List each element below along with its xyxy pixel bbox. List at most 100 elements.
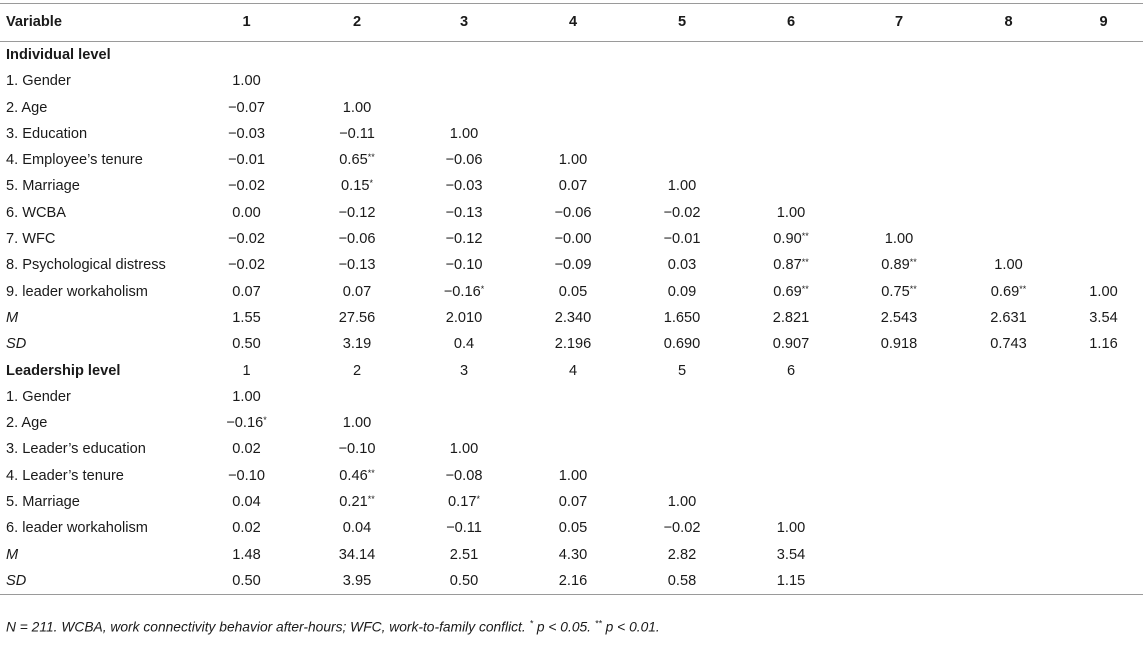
table-cell: [737, 384, 845, 410]
table-cell: 0.04: [232, 494, 261, 511]
table-cell: 1.16: [1089, 336, 1118, 353]
table-cell: 0.50: [409, 567, 519, 596]
table-cell: −0.01: [228, 152, 265, 169]
table-cell: [737, 173, 845, 199]
table-cell: [1064, 147, 1143, 173]
table-row: 4. Leader’s tenure −0.10 0.46** −0.08 1.00: [0, 463, 1143, 489]
table-cell: 2.16: [519, 567, 627, 596]
table-cell: [627, 410, 737, 436]
row-label: SD: [0, 567, 188, 596]
row-label: M: [6, 309, 19, 326]
table-row: 5. Marriage 0.04 0.21** 0.17* 0.07 1.00: [0, 489, 1143, 515]
table-cell: 0.65**: [339, 152, 375, 169]
table-row: 9. leader workaholism 0.07 0.07 −0.16* 0.05 0…: [0, 279, 1143, 305]
row-label: SD: [6, 336, 27, 353]
table-cell: 1.55: [232, 309, 261, 326]
section-header-row: Leadership level 1 2 3 4 5 6: [0, 358, 1143, 384]
table-row: 7. WFC −0.02 −0.06 −0.12 −0.00 −0.01 0.90** 1.0…: [0, 226, 1143, 252]
table-cell: [627, 463, 737, 489]
table-body: Individual level 1. Gender 1.00 2. Age −0.07…: [0, 42, 1143, 596]
table-cell: −0.03: [228, 125, 265, 142]
header-col-4: 4: [519, 3, 627, 42]
table-row: 3. Education −0.03 −0.11 1.00: [0, 121, 1143, 147]
footnote-p1-mark: *: [529, 618, 534, 629]
section-column-number: 5: [677, 362, 687, 379]
table-cell: [1064, 252, 1143, 278]
table-cell: −0.07: [228, 99, 265, 116]
table-cell: 1.00: [232, 388, 261, 405]
table-cell: −0.08: [445, 467, 483, 484]
table-cell: 2.631: [990, 309, 1027, 326]
table-cell: [1064, 542, 1143, 568]
table-cell: [627, 121, 737, 147]
table-cell: [953, 173, 1064, 199]
table-cell: 2.821: [772, 309, 810, 326]
table-cell: 1.48: [232, 546, 261, 563]
table-row: SD 0.50 3.95 0.50 2.16 0.58 1.15: [0, 567, 1143, 596]
table-cell: [845, 95, 953, 121]
table-cell: [953, 200, 1064, 226]
table-cell: [409, 68, 519, 94]
table-cell: 0.07: [232, 283, 261, 300]
table-cell: [845, 489, 953, 515]
row-label: 5. Marriage: [6, 178, 80, 195]
table-cell: 2.010: [445, 309, 483, 326]
table-cell: [845, 410, 953, 436]
table-cell: [627, 436, 737, 462]
table-cell: [953, 384, 1064, 410]
row-label: 7. WFC: [6, 231, 56, 248]
section-column-number: [845, 42, 953, 69]
table-cell: 0.09: [667, 283, 697, 300]
table-cell: 2.196: [554, 336, 592, 353]
table-cell: [409, 95, 519, 121]
section-column-number: 4: [568, 362, 578, 379]
table-cell: [737, 410, 845, 436]
table-cell: [1064, 68, 1143, 94]
header-col-3: 3: [409, 3, 519, 42]
footnote-p2-mark: **: [594, 618, 602, 629]
row-label: M: [6, 546, 19, 563]
section-column-number: [1064, 358, 1143, 384]
header-col-6: 6: [737, 3, 845, 42]
table-cell: 1.00: [232, 73, 261, 90]
header-col-1: 1: [188, 3, 305, 42]
table-cell: 2.543: [880, 309, 918, 326]
table-cell: 3.54: [1089, 309, 1118, 326]
table-cell: [953, 567, 1064, 596]
row-label: 5. Marriage: [6, 494, 80, 511]
table-cell: 0.690: [663, 336, 701, 353]
table-cell: 0.50: [188, 567, 305, 596]
table-footnote: N = 211. WCBA, work connectivity behavio…: [6, 618, 660, 635]
table-cell: 0.02: [232, 520, 261, 537]
table-cell: 1.00: [449, 441, 479, 458]
table-row: 6. WCBA 0.00 −0.12 −0.13 −0.06 −0.02 1.00: [0, 200, 1143, 226]
table-cell: [845, 463, 953, 489]
table-cell: −0.02: [663, 204, 701, 221]
header-col-5: 5: [627, 3, 737, 42]
row-label: 9. leader workaholism: [6, 283, 148, 300]
table-cell: [519, 384, 627, 410]
table-cell: 0.07: [558, 178, 588, 195]
row-label: 1. Gender: [6, 73, 71, 90]
table-cell: [953, 68, 1064, 94]
header-col-2: 2: [305, 3, 409, 42]
row-label: 6. leader workaholism: [6, 520, 148, 537]
table-cell: 0.17*: [448, 494, 480, 511]
table-cell: 0.58: [627, 567, 737, 596]
table-cell: −0.02: [228, 257, 265, 274]
header-col-8: 8: [953, 3, 1064, 42]
table-cell: −0.02: [228, 178, 265, 195]
table-cell: 4.30: [558, 546, 588, 563]
table-cell: 1.00: [342, 99, 372, 116]
table-cell: [845, 542, 953, 568]
section-column-number: [519, 42, 627, 69]
table-cell: 0.21**: [339, 494, 375, 511]
table-cell: [953, 226, 1064, 252]
table-cell: [737, 68, 845, 94]
table-cell: −0.09: [554, 257, 592, 274]
table-cell: 0.46**: [339, 467, 375, 484]
header-col-9: 9: [1064, 3, 1143, 42]
table-cell: 27.56: [338, 309, 376, 326]
table-cell: [305, 384, 409, 410]
